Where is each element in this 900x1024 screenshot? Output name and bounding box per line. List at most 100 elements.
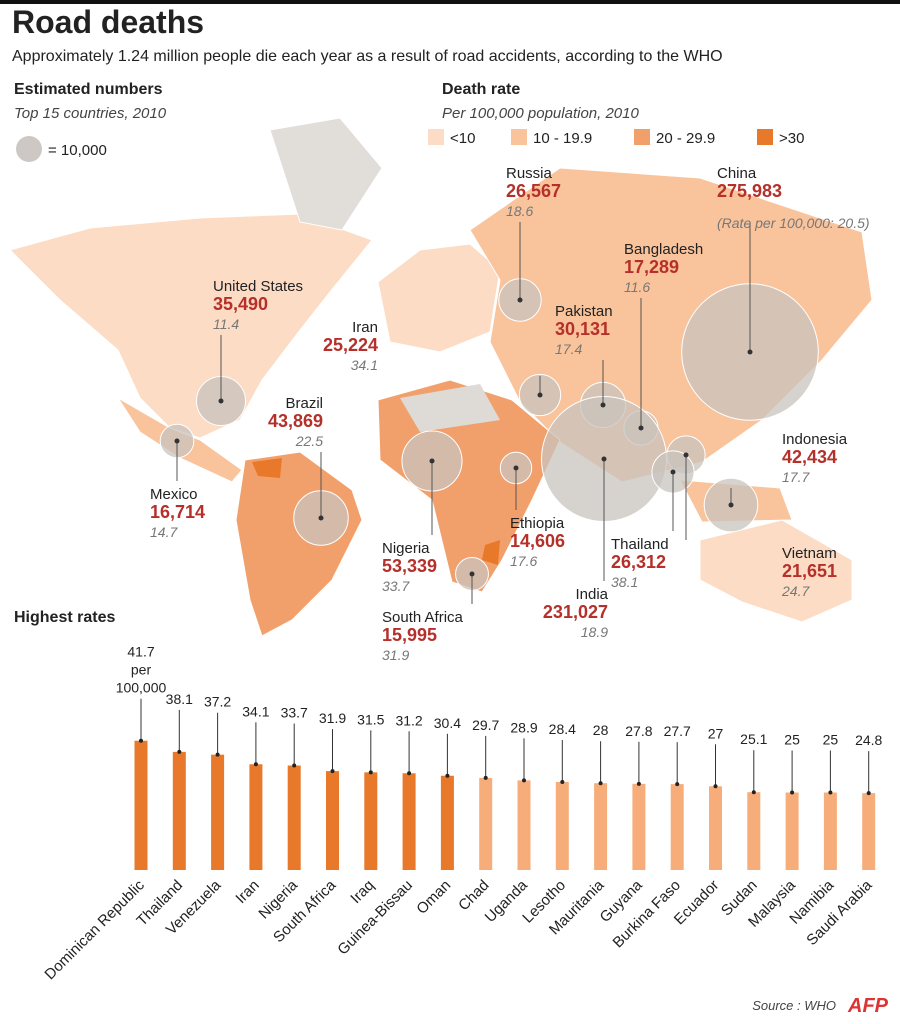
country-name: Thailand: [611, 536, 669, 553]
value-label: 24.8: [855, 732, 882, 748]
bar: [479, 777, 493, 870]
label-dot: [407, 771, 412, 776]
country-deaths: 15,995: [382, 625, 437, 645]
logo: AFP: [847, 995, 889, 1017]
country-deaths: 42,434: [782, 447, 837, 467]
legend-swatch: [511, 129, 527, 145]
bubble-dot: [429, 458, 435, 464]
bubble-dot: [318, 515, 324, 521]
value-label: 33.7: [281, 705, 308, 721]
country-deaths: 26,567: [506, 181, 561, 201]
country-deaths: 35,490: [213, 294, 268, 314]
country-deaths: 43,869: [268, 411, 323, 431]
value-label: 31.9: [319, 710, 346, 726]
country-rate: 18.6: [506, 203, 533, 219]
value-label: 25: [784, 732, 800, 748]
size-key-label: = 10,000: [48, 142, 107, 159]
value-label: 28.9: [510, 719, 537, 735]
bubble-dot: [537, 392, 543, 398]
bar: [709, 786, 722, 870]
estimated-subheading: Top 15 countries, 2010: [14, 105, 167, 122]
bar: [823, 792, 837, 870]
value-label: 27: [708, 725, 724, 741]
value-label: 31.2: [395, 712, 422, 728]
title: Road deaths: [12, 4, 204, 40]
value-label: 27.7: [664, 723, 691, 739]
country-name: Indonesia: [782, 431, 848, 448]
country-name: Brazil: [285, 395, 323, 412]
bubble-dot: [728, 502, 734, 508]
country-rate: 14.7: [150, 524, 178, 540]
bar: [326, 771, 339, 870]
bubble-dot: [469, 571, 475, 577]
country-note: (Rate per 100,000: 20.5): [717, 215, 870, 231]
country-deaths: 26,312: [611, 552, 666, 572]
country-name: India: [575, 586, 608, 603]
country-rate: 33.7: [382, 578, 410, 594]
country-rate: 18.9: [581, 624, 608, 640]
country-deaths: 21,651: [782, 561, 837, 581]
label-dot: [292, 763, 297, 768]
label-dot: [253, 762, 258, 767]
country-name: China: [717, 165, 757, 182]
country-rate: 17.6: [510, 553, 537, 569]
country-name: Iran: [352, 319, 378, 336]
rate-heading: Death rate: [442, 81, 520, 98]
bubble-dot: [600, 402, 606, 408]
label-dot: [215, 752, 220, 757]
source: Source : WHO: [752, 998, 836, 1013]
country-rate: 22.5: [295, 433, 323, 449]
bubble-dot: [638, 425, 644, 431]
value-label: 25: [823, 732, 839, 748]
country-deaths: 14,606: [510, 531, 565, 551]
legend-swatch: [428, 129, 444, 145]
country-name: United States: [213, 278, 303, 295]
country-rate: 11.6: [624, 279, 650, 295]
label-dot: [330, 769, 335, 774]
size-key-circle: [16, 136, 42, 162]
bar: [402, 773, 416, 870]
country-name: Russia: [506, 165, 553, 182]
bar-title: Highest rates: [14, 609, 115, 626]
country-deaths: 25,224: [323, 335, 378, 355]
bar: [440, 775, 454, 870]
legend-label: <10: [450, 130, 475, 147]
bubble-dot: [670, 469, 676, 475]
country-name: Ethiopia: [510, 515, 565, 532]
value-label: 25.1: [740, 731, 767, 747]
bubble-dot: [747, 349, 753, 355]
value-label: 38.1: [166, 691, 193, 707]
country-deaths: 231,027: [543, 602, 608, 622]
value-label: 41.7 per 100,000: [116, 644, 167, 696]
top-bar: [0, 0, 900, 4]
bar: [134, 740, 148, 870]
label-dot: [445, 773, 450, 778]
value-label: 37.2: [204, 694, 231, 710]
country-deaths: 17,289: [624, 257, 679, 277]
value-label: 29.7: [472, 717, 499, 733]
bubble-dot: [517, 297, 523, 303]
bar: [747, 792, 761, 870]
label-dot: [866, 791, 871, 796]
country-rate: 38.1: [611, 574, 638, 590]
value-label: 27.8: [625, 723, 652, 739]
legend-label: >30: [779, 130, 804, 147]
value-label: 34.1: [242, 703, 269, 719]
country-rate: 34.1: [351, 357, 378, 373]
country-deaths: 53,339: [382, 556, 437, 576]
label-dot: [675, 782, 680, 787]
label-dot: [139, 738, 143, 743]
country-name: Bangladesh: [624, 241, 703, 258]
category-label: Dominican Republic: [41, 876, 148, 983]
country-deaths: 16,714: [150, 502, 205, 522]
value-label: 30.4: [434, 715, 461, 731]
rate-subheading: Per 100,000 population, 2010: [442, 105, 639, 122]
legend-swatch: [757, 129, 773, 145]
country-rate: 17.7: [782, 469, 810, 485]
bar: [670, 784, 684, 870]
bar: [172, 751, 186, 870]
label-dot: [560, 779, 565, 784]
label-dot: [598, 781, 603, 786]
value-label: 28.4: [549, 721, 576, 737]
bubble-dot: [174, 438, 180, 444]
